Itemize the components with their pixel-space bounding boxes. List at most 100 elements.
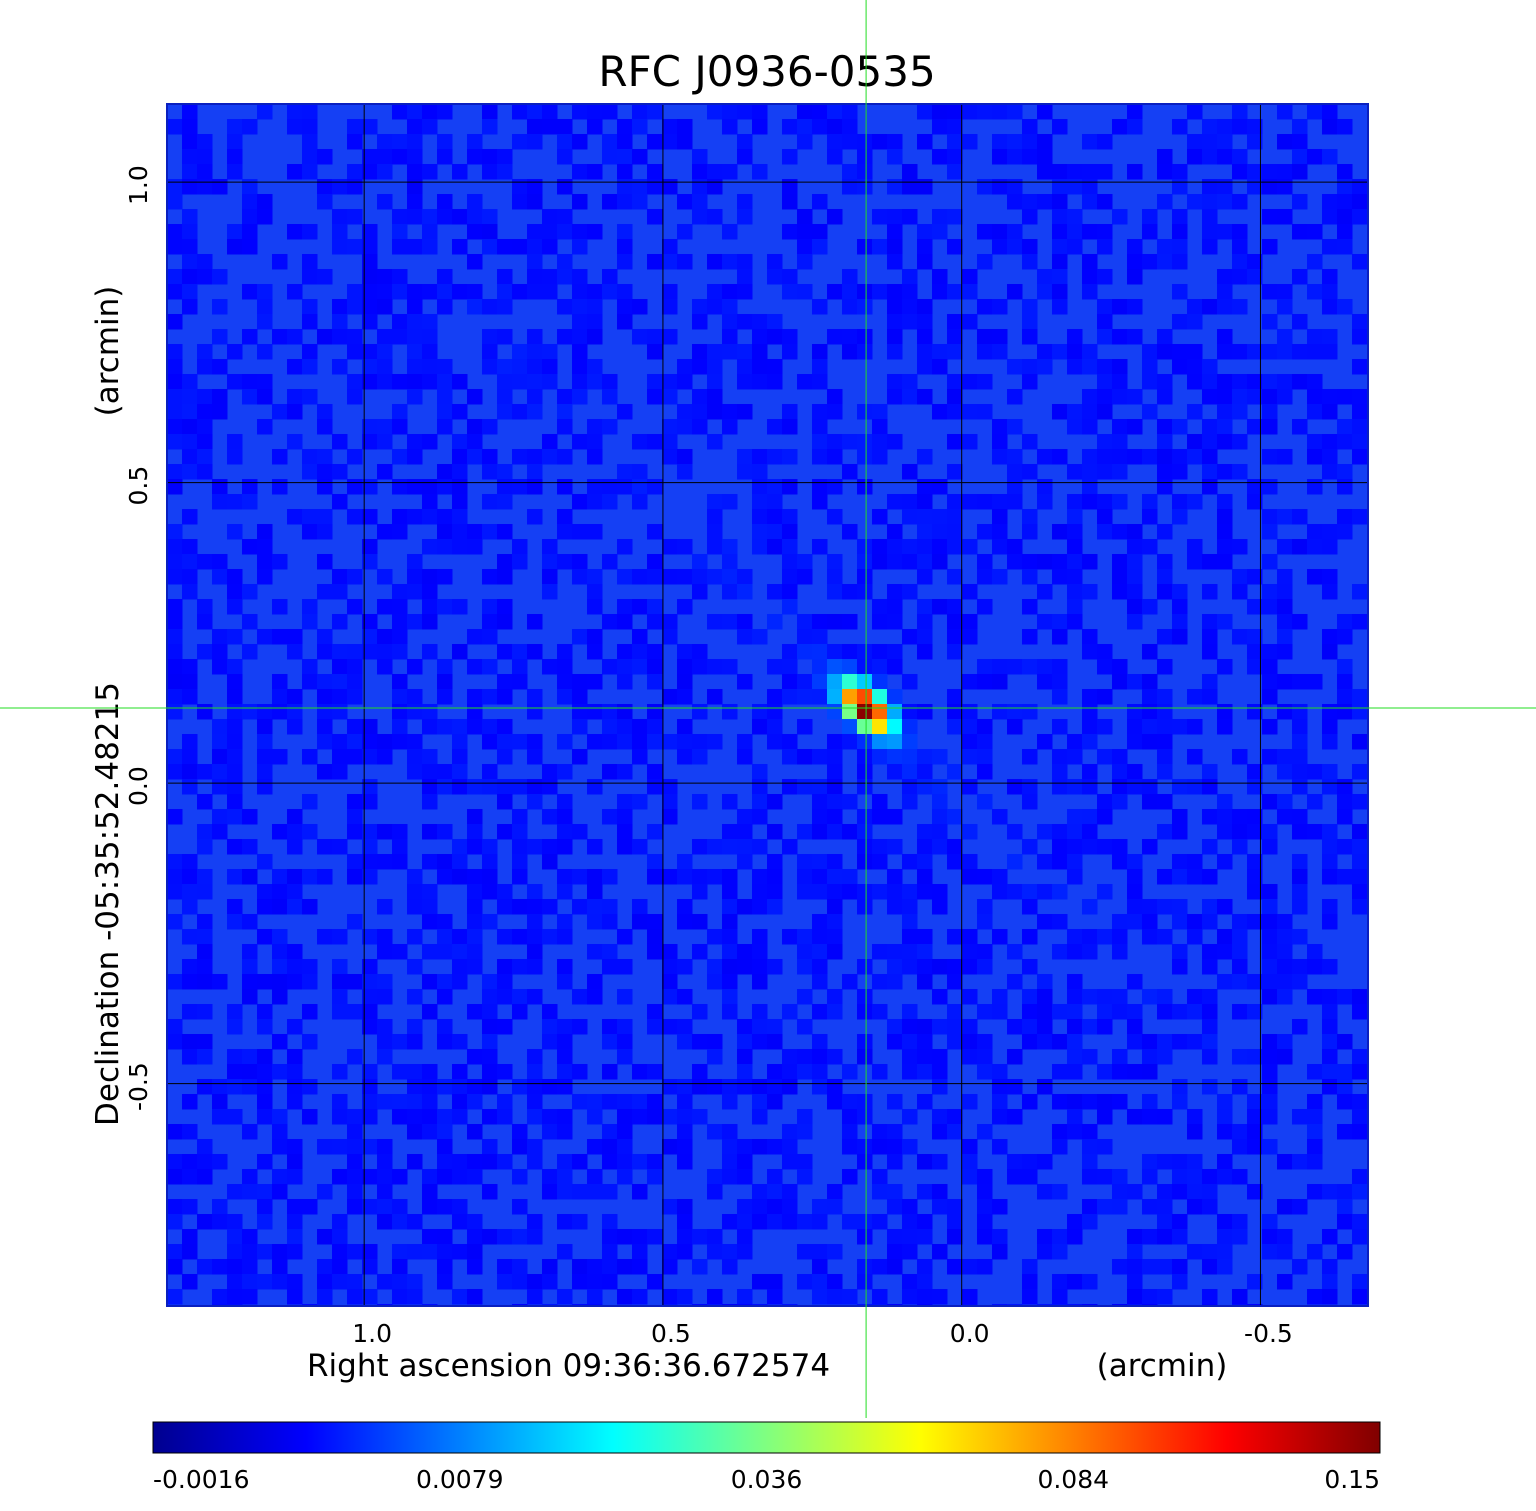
heatmap-cell <box>257 1184 273 1200</box>
heatmap-cell <box>392 1289 408 1305</box>
heatmap-cell <box>1037 914 1053 930</box>
heatmap-cell <box>257 719 273 735</box>
heatmap-cell <box>887 899 903 915</box>
heatmap-cell <box>1067 869 1083 885</box>
heatmap-cell <box>167 1289 183 1305</box>
heatmap-cell <box>452 239 468 255</box>
heatmap-cell <box>482 449 498 465</box>
heatmap-cell <box>827 449 843 465</box>
heatmap-cell <box>1082 899 1098 915</box>
heatmap-cell <box>1067 344 1083 360</box>
heatmap-cell <box>872 1139 888 1155</box>
heatmap-cell <box>1307 764 1323 780</box>
heatmap-cell <box>407 1109 423 1125</box>
heatmap-cell <box>572 1184 588 1200</box>
heatmap-cell <box>1322 104 1338 120</box>
heatmap-cell <box>1217 434 1233 450</box>
colorbar-tick-label: 0.036 <box>731 1465 803 1494</box>
heatmap-cell <box>407 119 423 135</box>
heatmap-cell <box>272 479 288 495</box>
heatmap-cell <box>587 1094 603 1110</box>
heatmap-cell <box>602 1064 618 1080</box>
heatmap-cell <box>1367 1124 1368 1140</box>
heatmap-cell <box>467 869 483 885</box>
heatmap-cell <box>422 899 438 915</box>
heatmap-cell <box>1367 479 1368 495</box>
heatmap-cell <box>602 104 618 120</box>
heatmap-cell <box>752 779 768 795</box>
heatmap-cell <box>1082 344 1098 360</box>
heatmap-cell <box>1022 329 1038 345</box>
heatmap-cell <box>1112 299 1128 315</box>
heatmap-cell <box>1217 329 1233 345</box>
heatmap-cell <box>842 1169 858 1185</box>
heatmap-cell <box>467 704 483 720</box>
heatmap-cell <box>1172 1079 1188 1095</box>
heatmap-cell <box>962 704 978 720</box>
heatmap-cell <box>1067 179 1083 195</box>
heatmap-cell <box>1262 794 1278 810</box>
heatmap-cell <box>257 779 273 795</box>
heatmap-cell <box>212 404 228 420</box>
heatmap-cell <box>557 1034 573 1050</box>
heatmap-cell <box>1157 194 1173 210</box>
heatmap-cell <box>1127 164 1143 180</box>
heatmap-cell <box>827 284 843 300</box>
heatmap-cell <box>542 764 558 780</box>
heatmap-cell <box>392 374 408 390</box>
heatmap-cell <box>527 614 543 630</box>
heatmap-cell <box>1322 449 1338 465</box>
heatmap-cell <box>947 524 963 540</box>
heatmap-cell <box>497 599 513 615</box>
heatmap-cell <box>737 359 753 375</box>
heatmap-cell <box>1097 929 1113 945</box>
heatmap-cell <box>242 1064 258 1080</box>
heatmap-cell <box>1367 134 1368 150</box>
heatmap-cell <box>257 104 273 120</box>
heatmap-cell <box>1322 209 1338 225</box>
heatmap-cell <box>602 869 618 885</box>
heatmap-cell <box>1292 884 1308 900</box>
heatmap-cell <box>722 824 738 840</box>
heatmap-cell <box>752 374 768 390</box>
heatmap-cell <box>347 329 363 345</box>
heatmap-cell <box>317 554 333 570</box>
heatmap-cell <box>1172 494 1188 510</box>
heatmap-cell <box>512 809 528 825</box>
heatmap-cell <box>1097 1109 1113 1125</box>
heatmap-cell <box>1337 164 1353 180</box>
heatmap-cell <box>1067 464 1083 480</box>
heatmap-cell <box>1352 854 1368 870</box>
heatmap-cell <box>542 1019 558 1035</box>
heatmap-cell <box>1202 209 1218 225</box>
heatmap-cell <box>302 899 318 915</box>
heatmap-cell <box>947 929 963 945</box>
heatmap-cell <box>872 404 888 420</box>
heatmap-cell <box>197 869 213 885</box>
heatmap-cell <box>812 539 828 555</box>
heatmap-cell <box>827 1274 843 1290</box>
heatmap-cell <box>1052 719 1068 735</box>
heatmap-cell <box>1007 179 1023 195</box>
heatmap-cell <box>1337 704 1353 720</box>
heatmap-cell <box>272 1244 288 1260</box>
heatmap-cell <box>1037 449 1053 465</box>
heatmap-cell <box>512 734 528 750</box>
heatmap-cell <box>782 1079 798 1095</box>
heatmap-cell <box>782 119 798 135</box>
heatmap-cell <box>992 539 1008 555</box>
heatmap-cell <box>887 239 903 255</box>
heatmap-cell <box>437 539 453 555</box>
heatmap-cell <box>527 509 543 525</box>
heatmap-cell <box>1022 704 1038 720</box>
heatmap-cell <box>797 1049 813 1065</box>
heatmap-cell <box>902 209 918 225</box>
heatmap-cell <box>1367 1169 1368 1185</box>
heatmap-cell <box>1082 629 1098 645</box>
heatmap-cell <box>302 104 318 120</box>
heatmap-cell <box>1067 989 1083 1005</box>
heatmap-cell <box>182 1034 198 1050</box>
heatmap-cell <box>557 1244 573 1260</box>
heatmap-cell <box>242 224 258 240</box>
heatmap-cell <box>347 824 363 840</box>
